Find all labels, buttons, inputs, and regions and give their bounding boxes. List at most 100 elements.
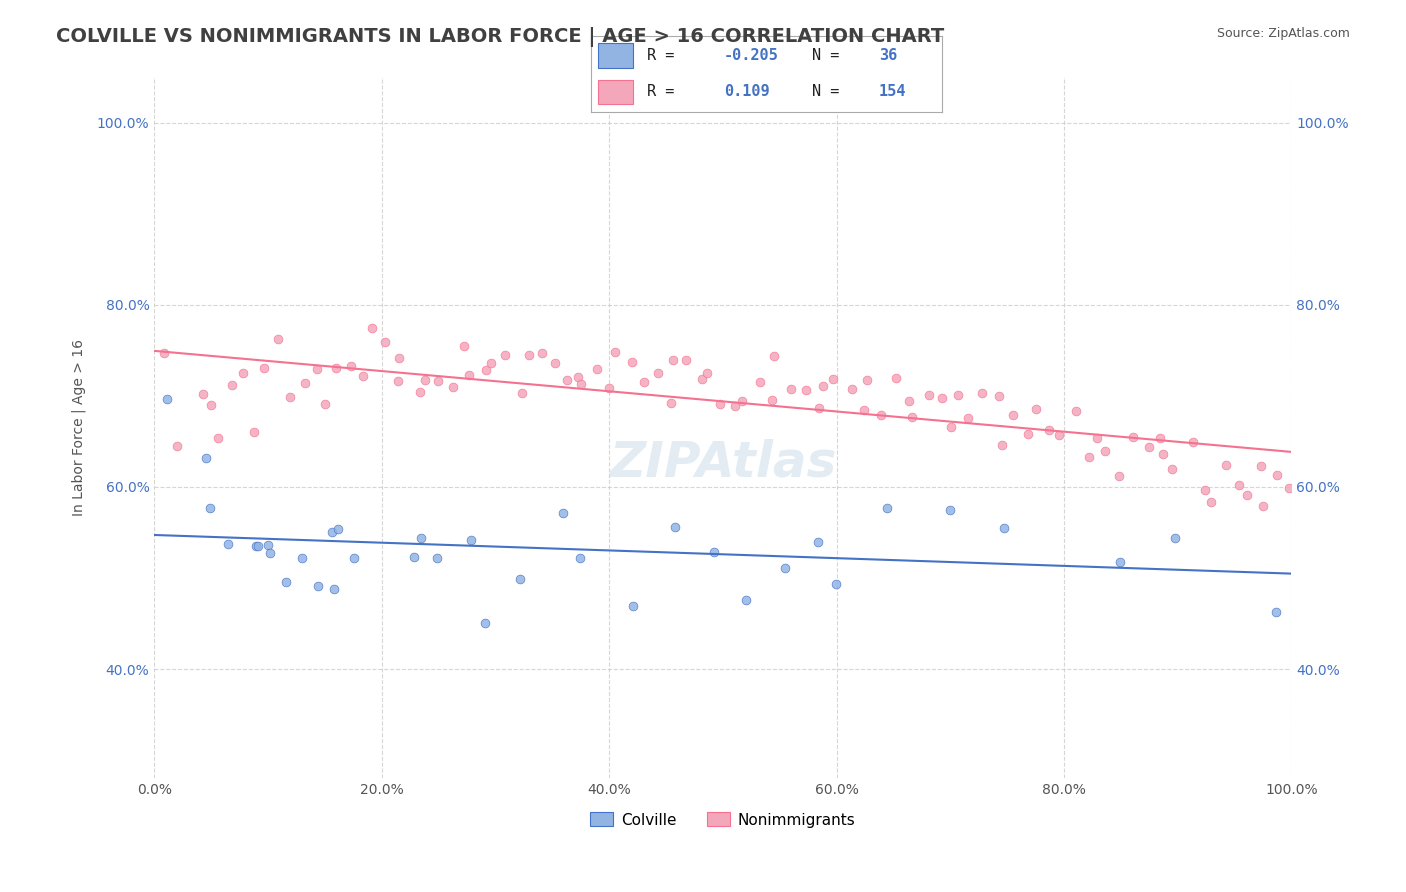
Point <box>531 346 554 360</box>
Text: -0.205: -0.205 <box>724 48 779 63</box>
Point <box>1181 435 1204 450</box>
Point <box>1267 467 1289 482</box>
Point <box>152 346 174 360</box>
Point <box>605 345 627 359</box>
Text: COLVILLE VS NONIMMIGRANTS IN LABOR FORCE | AGE > 16 CORRELATION CHART: COLVILLE VS NONIMMIGRANTS IN LABOR FORCE… <box>56 27 945 46</box>
Point <box>314 397 336 411</box>
Point <box>343 550 366 565</box>
Point <box>156 392 179 406</box>
Point <box>1109 555 1132 569</box>
Point <box>621 355 644 369</box>
Point <box>191 387 214 401</box>
Point <box>807 535 830 549</box>
Point <box>221 378 243 392</box>
Point <box>479 356 502 370</box>
Point <box>200 398 222 412</box>
Point <box>970 385 993 400</box>
Point <box>475 362 498 376</box>
Point <box>509 572 531 586</box>
Point <box>361 320 384 334</box>
Point <box>1001 409 1024 423</box>
Point <box>388 351 411 365</box>
Point <box>321 524 343 539</box>
Point <box>322 582 344 596</box>
Point <box>1152 447 1174 461</box>
Point <box>633 375 655 389</box>
Point <box>988 389 1011 403</box>
Point <box>441 380 464 394</box>
Point <box>291 551 314 566</box>
Point <box>453 338 475 352</box>
Point <box>808 401 831 416</box>
Point <box>901 409 924 424</box>
Point <box>243 425 266 439</box>
Point <box>551 507 574 521</box>
Point <box>1194 483 1216 497</box>
Point <box>352 368 374 383</box>
Text: R =: R = <box>647 48 683 63</box>
Point <box>555 373 578 387</box>
Point <box>1017 426 1039 441</box>
Point <box>409 532 432 546</box>
Point <box>1227 478 1250 492</box>
Point <box>852 403 875 417</box>
Point <box>460 533 482 548</box>
Point <box>841 382 863 396</box>
Point <box>794 383 817 397</box>
Point <box>195 451 218 466</box>
Text: 36: 36 <box>879 48 897 63</box>
Point <box>703 545 725 559</box>
Point <box>245 539 267 553</box>
Point <box>305 362 328 376</box>
Point <box>569 377 592 392</box>
Point <box>339 359 361 374</box>
Legend: Colville, Nonimmigrants: Colville, Nonimmigrants <box>585 806 862 834</box>
Point <box>474 616 496 631</box>
Point <box>278 390 301 404</box>
Point <box>326 522 349 536</box>
Point <box>1077 450 1099 464</box>
Text: 0.109: 0.109 <box>724 84 769 99</box>
Point <box>1265 605 1288 619</box>
Text: R =: R = <box>647 84 683 99</box>
Point <box>307 579 329 593</box>
Point <box>749 375 772 389</box>
Point <box>253 360 276 375</box>
Point <box>1201 495 1223 509</box>
Point <box>598 381 620 395</box>
Text: N =: N = <box>813 84 848 99</box>
Point <box>257 539 280 553</box>
Point <box>662 353 685 368</box>
Point <box>735 593 758 607</box>
Point <box>956 411 979 425</box>
Point <box>1236 487 1258 501</box>
Point <box>897 393 920 408</box>
Point <box>217 537 239 551</box>
Point <box>675 353 697 368</box>
Point <box>259 546 281 560</box>
Point <box>1064 404 1087 418</box>
Point <box>1137 440 1160 454</box>
Point <box>1047 427 1070 442</box>
Point <box>821 372 844 386</box>
Point <box>884 371 907 385</box>
Text: ZIPAtlas: ZIPAtlas <box>609 439 837 487</box>
Point <box>409 385 432 400</box>
Point <box>166 439 188 453</box>
Point <box>1094 443 1116 458</box>
Y-axis label: In Labor Force | Age > 16: In Labor Force | Age > 16 <box>72 339 86 516</box>
Point <box>517 348 540 362</box>
Text: N =: N = <box>813 48 848 63</box>
Point <box>1149 431 1171 445</box>
Point <box>544 356 567 370</box>
Point <box>1163 531 1185 545</box>
Point <box>731 393 754 408</box>
Point <box>427 374 450 388</box>
Point <box>709 397 731 411</box>
Point <box>267 333 290 347</box>
Point <box>659 396 682 410</box>
Point <box>939 420 962 434</box>
Point <box>274 574 297 589</box>
Point <box>402 550 425 565</box>
Point <box>426 550 449 565</box>
